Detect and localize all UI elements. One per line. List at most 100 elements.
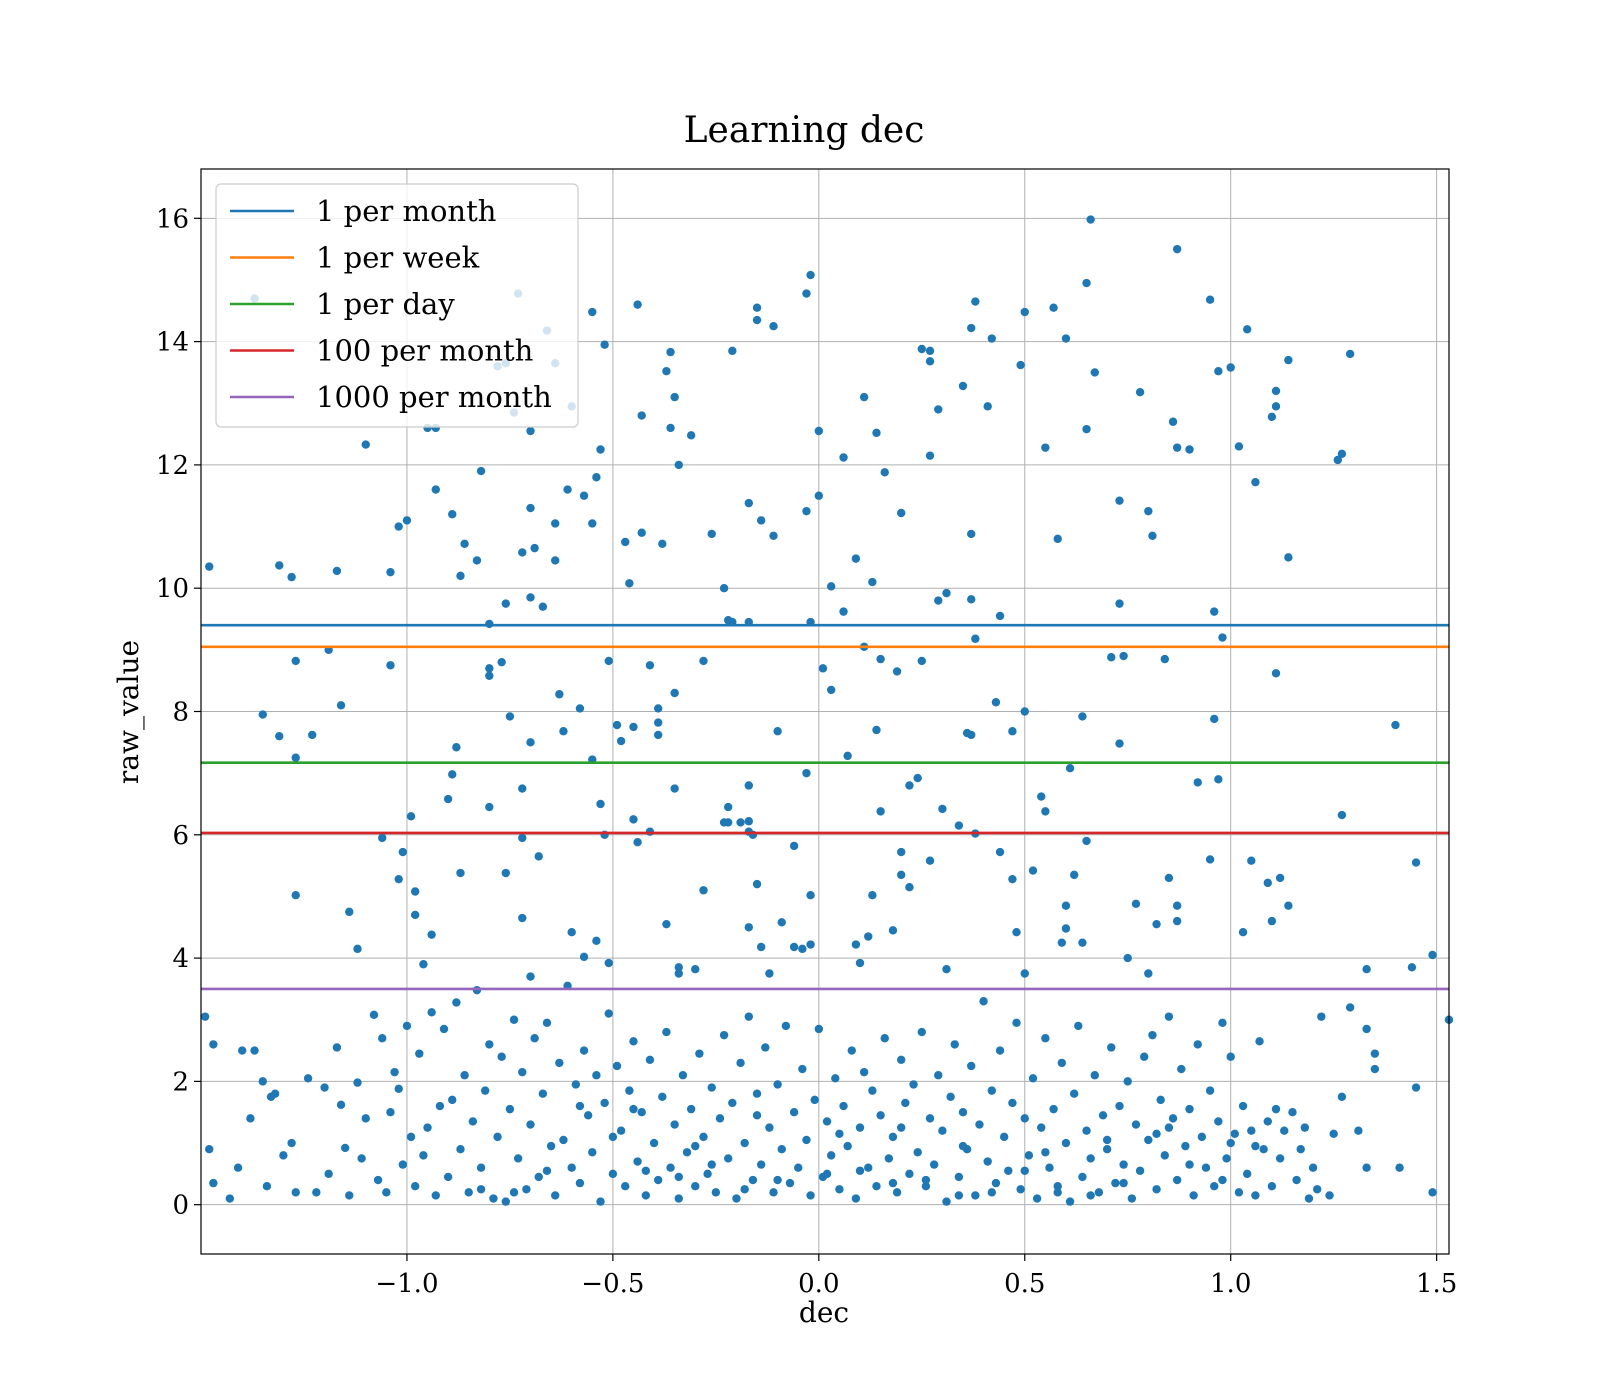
data-point xyxy=(641,1191,651,1200)
data-point xyxy=(872,1181,881,1191)
data-point xyxy=(526,972,535,981)
data-point xyxy=(600,1098,609,1108)
data-point xyxy=(814,1024,824,1034)
data-point xyxy=(1214,775,1223,784)
data-point xyxy=(1123,953,1132,963)
data-point xyxy=(674,969,683,978)
data-point xyxy=(769,322,778,331)
data-point xyxy=(798,1064,807,1074)
data-point xyxy=(485,802,494,812)
data-point xyxy=(1218,633,1227,642)
data-point xyxy=(386,1108,395,1117)
data-point xyxy=(744,817,754,826)
data-point xyxy=(938,804,947,814)
data-point xyxy=(913,1148,922,1157)
data-point xyxy=(1078,712,1087,721)
data-point xyxy=(975,1120,984,1129)
data-point xyxy=(629,1037,638,1046)
data-point xyxy=(1234,1188,1244,1197)
data-point xyxy=(1004,1166,1013,1175)
legend-label: 1 per week xyxy=(316,241,480,275)
data-point xyxy=(987,334,997,343)
data-point xyxy=(810,1095,819,1105)
data-point xyxy=(1148,531,1157,541)
data-point xyxy=(880,468,889,477)
data-point xyxy=(427,1008,436,1017)
data-point xyxy=(1172,916,1182,926)
data-point xyxy=(448,770,457,779)
data-point xyxy=(979,997,988,1006)
data-point xyxy=(604,1009,613,1018)
data-point xyxy=(995,611,1005,621)
data-point xyxy=(896,1055,906,1065)
data-point xyxy=(592,1071,601,1080)
data-point xyxy=(633,300,642,309)
data-point xyxy=(1251,477,1260,487)
data-point xyxy=(888,926,898,935)
data-point xyxy=(1280,1126,1289,1135)
data-point xyxy=(518,913,527,923)
data-point xyxy=(509,1015,519,1024)
data-point xyxy=(555,690,564,699)
data-point xyxy=(361,1114,370,1123)
data-point xyxy=(670,392,679,402)
data-point xyxy=(604,656,613,666)
legend-label: 1000 per month xyxy=(316,380,552,414)
data-point xyxy=(958,1141,968,1151)
data-point xyxy=(789,841,799,851)
data-point xyxy=(501,599,510,608)
data-point xyxy=(896,508,906,518)
data-point xyxy=(946,1092,955,1101)
axis-ticks: −1.0 −0.5 0.0 0.5 1.0 1.5 0 2 4 6 8 10 12 14 16 xyxy=(156,204,1457,1299)
data-point xyxy=(435,1101,445,1111)
data-point xyxy=(1135,387,1145,397)
data-point xyxy=(744,781,754,790)
data-point xyxy=(563,485,572,494)
data-point xyxy=(592,473,601,482)
data-point xyxy=(773,1175,782,1185)
data-point xyxy=(670,1120,679,1129)
reference-lines xyxy=(201,623,1449,991)
data-point xyxy=(777,1144,786,1154)
data-point xyxy=(958,381,968,391)
data-point xyxy=(410,887,420,896)
data-point xyxy=(340,1143,350,1153)
data-point xyxy=(658,539,667,549)
data-point xyxy=(353,944,362,954)
data-point xyxy=(1226,363,1235,372)
data-point xyxy=(818,664,828,673)
data-point xyxy=(1156,1095,1165,1105)
data-point xyxy=(579,952,589,962)
data-point xyxy=(513,1154,523,1163)
data-point xyxy=(839,1101,848,1111)
data-point xyxy=(756,942,766,952)
data-point xyxy=(971,297,980,306)
data-point xyxy=(1131,1120,1141,1129)
data-point xyxy=(835,1129,844,1138)
data-point xyxy=(398,847,408,857)
data-point xyxy=(456,571,465,581)
data-point xyxy=(995,1046,1005,1055)
data-point xyxy=(468,1117,478,1126)
data-point xyxy=(1164,1012,1174,1021)
x-tick-label: 0.0 xyxy=(798,1269,839,1299)
data-point xyxy=(324,1169,333,1179)
data-point xyxy=(872,725,881,735)
data-point xyxy=(1428,1188,1437,1197)
data-point xyxy=(868,577,877,587)
data-point xyxy=(1086,215,1095,224)
y-tick-label: 2 xyxy=(172,1067,189,1097)
data-point xyxy=(880,1034,889,1043)
data-point xyxy=(575,1178,585,1188)
data-point xyxy=(394,874,403,884)
data-point xyxy=(678,1071,688,1080)
data-point xyxy=(279,1151,288,1160)
data-point xyxy=(579,1046,589,1055)
data-point xyxy=(1032,1194,1042,1203)
data-point xyxy=(942,1197,951,1206)
data-point xyxy=(806,940,815,949)
data-point xyxy=(575,1101,585,1111)
data-point xyxy=(934,596,943,605)
data-point xyxy=(855,1123,865,1132)
